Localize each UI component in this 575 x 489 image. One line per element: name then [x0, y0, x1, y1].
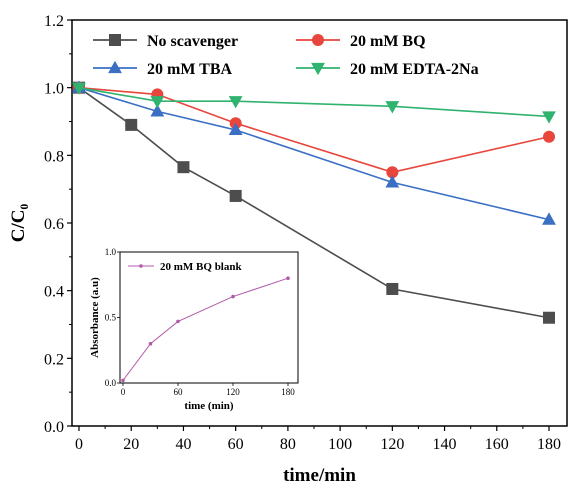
- legend-label: 20 mM BQ: [350, 33, 426, 50]
- y-tick-label: 0.4: [44, 284, 64, 301]
- inset-y-tick-label: 0.5: [105, 313, 117, 323]
- inset-data-point: [176, 319, 180, 324]
- data-point: [543, 311, 555, 324]
- legend-label: 20 mM TBA: [147, 61, 232, 78]
- x-tick-label: 100: [328, 436, 352, 453]
- inset-data-point: [231, 294, 235, 299]
- x-tick-label: 160: [485, 436, 509, 453]
- legend-item: 20 mM EDTA-2Na: [296, 61, 479, 78]
- inset-x-tick-label: 120: [226, 387, 240, 397]
- inset-y-axis-title: Absorbance (a.u): [89, 277, 101, 358]
- inset-x-tick-label: 180: [281, 387, 295, 397]
- x-tick-label: 180: [537, 436, 561, 453]
- y-tick-label: 1.0: [44, 81, 64, 98]
- x-tick-label: 40: [175, 436, 191, 453]
- data-point: [228, 122, 243, 136]
- inset-x-tick-label: 60: [174, 387, 184, 397]
- legend-swatch-marker: [311, 62, 325, 76]
- y-axis-title: C/C₀: [8, 203, 29, 242]
- y-axis-ticks: 0.0 0.2 0.4 0.6 0.8 1.0 1.2: [44, 13, 72, 436]
- y-tick-label: 0.0: [44, 419, 64, 436]
- y-tick-label: 0.8: [44, 148, 64, 165]
- x-tick-label: 80: [280, 436, 296, 453]
- legend-item: 20 mM BQ: [296, 33, 426, 50]
- legend-swatch-marker: [108, 60, 122, 74]
- legend: No scavenger 20 mM BQ 20 mM TBA 20 mM EDTA-…: [93, 33, 479, 78]
- data-point: [72, 82, 86, 95]
- data-point: [385, 101, 400, 114]
- main-plot: 0 20 40 60 80 100 120 140 160 180 0.0 0.2 0.4 0.6 0.8 1…: [8, 13, 568, 486]
- y-tick-label: 1.2: [44, 13, 64, 30]
- data-point: [386, 166, 399, 179]
- data-point: [542, 111, 556, 124]
- data-point: [150, 96, 165, 109]
- series-4: [72, 82, 556, 124]
- data-point: [543, 130, 555, 143]
- inset-x-axis-title: time (min): [184, 400, 234, 412]
- inset-legend-swatch-marker: [139, 264, 143, 268]
- data-point: [229, 189, 242, 202]
- inset-data-point: [121, 378, 125, 383]
- inset-frame: [119, 251, 299, 384]
- legend-item: 20 mM TBA: [93, 60, 232, 78]
- x-axis-title: time/min: [283, 465, 356, 486]
- inset-plot: 0 60 120 180 0.0 0.5 1.0 time (min) Absorbance (…: [89, 247, 299, 412]
- inset-legend-label: 20 mM BQ blank: [160, 261, 242, 273]
- y-tick-label: 0.2: [44, 351, 64, 368]
- legend-swatch-marker: [109, 34, 121, 46]
- x-tick-label: 0: [75, 436, 83, 453]
- data-point: [150, 104, 165, 117]
- legend-label: No scavenger: [147, 33, 238, 50]
- inset-series-1: 20 mM BQ blank: [121, 261, 290, 383]
- series-2: [73, 81, 555, 179]
- x-axis-ticks: 0 20 40 60 80 100 120 140 160 180: [75, 426, 561, 453]
- legend-label: 20 mM EDTA-2Na: [350, 61, 479, 78]
- x-tick-label: 120: [380, 436, 404, 453]
- series-3: [72, 80, 556, 225]
- inset-data-point: [286, 276, 290, 281]
- series-line: [78, 86, 550, 118]
- series-line: [78, 87, 550, 319]
- x-tick-label: 60: [228, 436, 244, 453]
- legend-item: No scavenger: [93, 33, 238, 50]
- inset-data-point: [148, 341, 153, 346]
- series-line: [78, 86, 550, 221]
- data-point: [386, 282, 399, 295]
- data-point: [125, 118, 138, 131]
- inset-x-tick-label: 0: [121, 387, 126, 397]
- legend-swatch-marker: [312, 34, 324, 46]
- data-point: [177, 161, 190, 174]
- y-tick-label: 0.6: [44, 216, 64, 233]
- inset-y-tick-label: 1.0: [105, 247, 117, 257]
- data-point: [542, 212, 556, 225]
- data-point: [385, 175, 400, 188]
- x-tick-label: 140: [433, 436, 457, 453]
- inset-y-tick-label: 0.0: [105, 378, 117, 388]
- x-tick-label: 20: [123, 436, 139, 453]
- data-point: [228, 96, 243, 109]
